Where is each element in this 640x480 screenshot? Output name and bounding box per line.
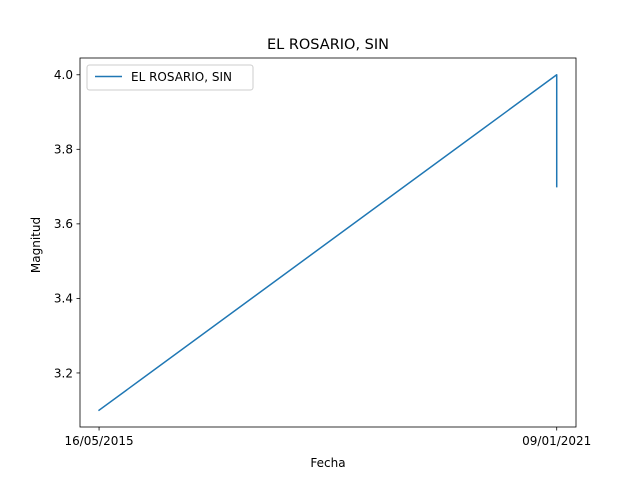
y-axis-label: Magnitud <box>29 217 43 273</box>
x-axis-label: Fecha <box>310 456 345 470</box>
legend-label: EL ROSARIO, SIN <box>131 70 232 84</box>
legend-box <box>86 64 254 91</box>
chart-title: EL ROSARIO, SIN <box>267 37 389 53</box>
y-axis-ticks: 3.2 3.4 3.6 3.8 4.0 <box>54 68 80 380</box>
y-tick-label: 3.8 <box>54 143 73 157</box>
x-axis-ticks: 16/05/2015 09/01/2021 <box>64 427 591 448</box>
y-tick-label: 3.2 <box>54 366 73 380</box>
y-tick-label: 4.0 <box>54 68 73 82</box>
y-tick-label: 3.4 <box>54 292 73 306</box>
x-tick-label: 16/05/2015 <box>64 434 133 448</box>
legend: EL ROSARIO, SIN <box>86 64 254 91</box>
series-line <box>98 74 558 412</box>
y-tick-label: 3.6 <box>54 217 73 231</box>
x-tick-label: 09/01/2021 <box>522 434 591 448</box>
series-layer <box>98 74 558 412</box>
